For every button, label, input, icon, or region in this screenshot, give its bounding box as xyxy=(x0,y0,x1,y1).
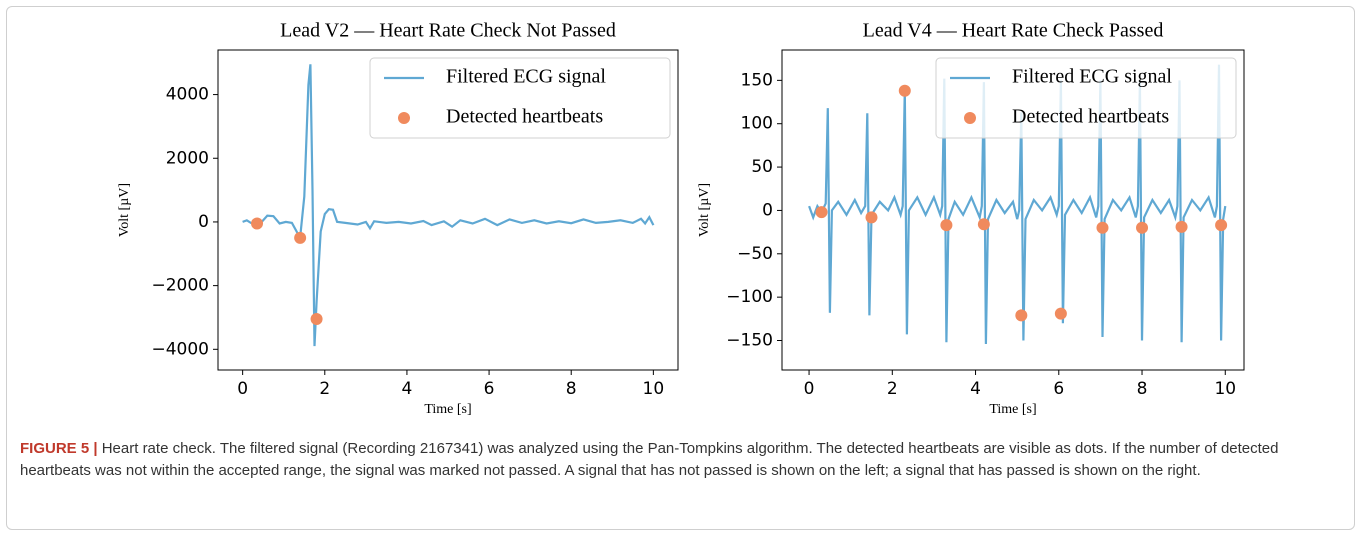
y-tick-label: 150 xyxy=(741,70,773,90)
ecg-line xyxy=(808,64,1227,345)
x-tick-label: 0 xyxy=(237,379,248,399)
caption: FIGURE 5 | Heart rate check. The filtere… xyxy=(20,438,1342,482)
x-tick-label: 0 xyxy=(804,379,815,399)
heartbeat-dot xyxy=(977,218,990,231)
x-tick-label: 10 xyxy=(1214,379,1236,399)
figure: Lead V2 — Heart Rate Check Not Passed Tim… xyxy=(117,20,1245,417)
legend-swatch xyxy=(398,112,410,124)
heartbeat-dot xyxy=(294,231,307,244)
x-axis-label: Time [s] xyxy=(989,402,1036,417)
chart-title: Lead V4 — Heart Rate Check Passed xyxy=(863,20,1164,42)
x-tick-label: 10 xyxy=(643,379,665,399)
legend-label: Filtered ECG signal xyxy=(1012,66,1172,88)
x-tick-label: 2 xyxy=(319,379,330,399)
legend-label: Detected heartbeats xyxy=(446,106,603,128)
heartbeat-dot xyxy=(1175,220,1188,233)
legend-box xyxy=(369,57,671,139)
heartbeat-dot xyxy=(1215,219,1228,232)
heartbeat-dot xyxy=(1096,221,1109,234)
y-tick-label: −4000 xyxy=(151,339,209,359)
x-tick-label: 6 xyxy=(484,379,495,399)
y-tick-label: 50 xyxy=(751,157,773,177)
y-tick-label: 4000 xyxy=(166,85,209,105)
heartbeat-dot xyxy=(1136,221,1149,234)
heartbeat-dot xyxy=(815,206,828,219)
heartbeat-dot xyxy=(865,211,878,224)
y-tick-label: −150 xyxy=(726,331,773,351)
heartbeat-dot xyxy=(898,84,911,97)
legend-label: Detected heartbeats xyxy=(1012,106,1169,128)
heartbeat-dot xyxy=(1015,309,1028,322)
y-tick-label: −2000 xyxy=(151,276,209,296)
y-tick-label: 0 xyxy=(762,200,773,220)
heartbeat-dot xyxy=(251,217,264,230)
y-axis-label: Volt [µV] xyxy=(697,183,712,237)
legend-label: Filtered ECG signal xyxy=(446,66,606,88)
y-tick-label: 100 xyxy=(741,114,773,134)
legend-box xyxy=(935,57,1237,139)
heartbeat-dot xyxy=(310,313,323,326)
chart-title: Lead V2 — Heart Rate Check Not Passed xyxy=(280,20,616,42)
x-tick-label: 4 xyxy=(402,379,413,399)
axes-frame xyxy=(781,49,1245,371)
y-tick-label: 0 xyxy=(198,212,209,232)
y-tick-label: −50 xyxy=(737,244,773,264)
legend-swatch xyxy=(964,112,976,124)
heartbeat-dot xyxy=(940,219,953,232)
y-axis-label: Volt [µV] xyxy=(117,183,132,237)
x-tick-label: 2 xyxy=(887,379,898,399)
x-tick-label: 8 xyxy=(566,379,577,399)
heartbeat-dot xyxy=(1054,307,1067,320)
figure-frame xyxy=(6,6,1355,530)
caption-label: FIGURE 5 | xyxy=(20,440,98,457)
y-tick-label: 2000 xyxy=(166,148,209,168)
x-tick-label: 6 xyxy=(1053,379,1064,399)
axes-frame xyxy=(217,49,679,371)
x-axis-label: Time [s] xyxy=(424,402,471,417)
x-tick-label: 8 xyxy=(1137,379,1148,399)
x-tick-label: 4 xyxy=(970,379,981,399)
caption-text: Heart rate check. The filtered signal (R… xyxy=(20,440,1279,479)
y-tick-label: −100 xyxy=(726,287,773,307)
ecg-line xyxy=(242,64,655,347)
